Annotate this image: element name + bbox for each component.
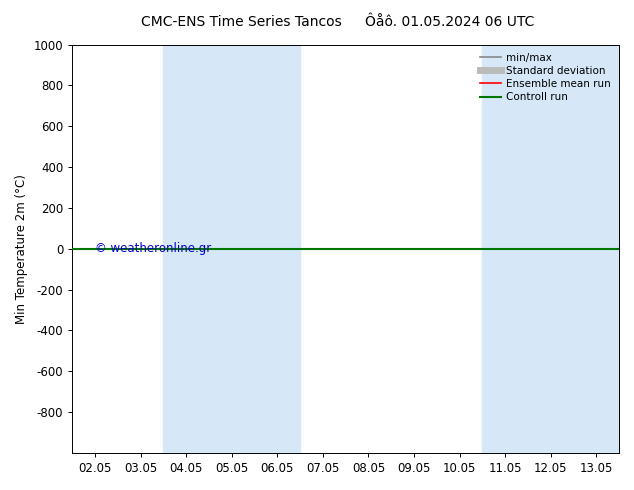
Bar	[164, 45, 300, 453]
Legend: min/max, Standard deviation, Ensemble mean run, Controll run: min/max, Standard deviation, Ensemble me…	[477, 49, 614, 105]
Bar	[482, 45, 619, 453]
Text: © weatheronline.gr: © weatheronline.gr	[95, 242, 211, 255]
Text: Ôåô. 01.05.2024 06 UTC: Ôåô. 01.05.2024 06 UTC	[365, 15, 535, 29]
Y-axis label: Min Temperature 2m (°C): Min Temperature 2m (°C)	[15, 174, 28, 324]
Text: CMC-ENS Time Series Tancos: CMC-ENS Time Series Tancos	[141, 15, 341, 29]
